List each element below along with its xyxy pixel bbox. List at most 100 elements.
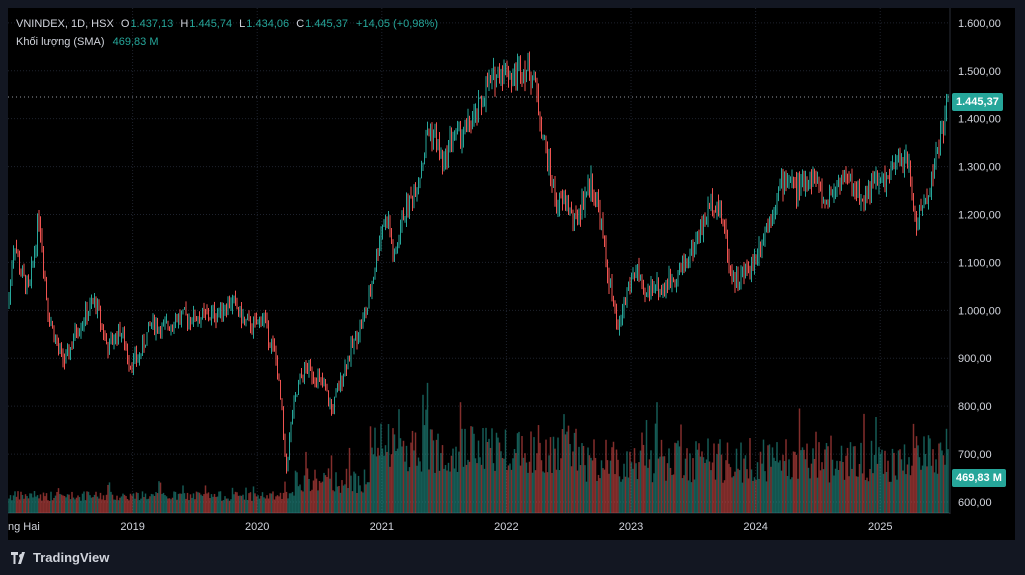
- volume-bar: [561, 429, 564, 513]
- volume-bar: [234, 491, 237, 513]
- volume-bar: [126, 498, 129, 513]
- volume-bar: [18, 499, 21, 513]
- volume-bar: [333, 491, 336, 513]
- volume-bar: [596, 480, 598, 513]
- volume-bar: [794, 451, 796, 513]
- volume-bar: [588, 455, 591, 513]
- volume-bar: [50, 491, 52, 513]
- volume-bar: [558, 470, 561, 513]
- volume-bar: [258, 498, 261, 513]
- volume-bar: [705, 459, 708, 513]
- volume-bar: [68, 494, 70, 513]
- volume-bar: [278, 496, 280, 513]
- volume-bar: [294, 470, 297, 513]
- volume-tag: 469,83 M: [952, 469, 1006, 487]
- volume-bar: [141, 491, 144, 513]
- volume-bar: [110, 491, 112, 513]
- volume-bar: [477, 440, 480, 513]
- close-key: C: [296, 18, 305, 30]
- volume-bar: [303, 475, 306, 513]
- volume-bar: [911, 465, 913, 513]
- volume-legend: Khối lượng (SMA) 469,83 M: [16, 36, 159, 48]
- volume-bar: [186, 492, 189, 513]
- x-axis: ng Hai 2019 2020 2021 2022 2023 2024 2025: [8, 521, 892, 533]
- volume-bar: [893, 452, 895, 513]
- volume-bar: [557, 437, 559, 513]
- volume-bar: [89, 495, 91, 513]
- volume-bar: [129, 493, 132, 513]
- candles: [8, 51, 949, 474]
- volume-bar: [522, 457, 525, 513]
- volume-bar: [509, 463, 511, 513]
- open-key: O: [120, 18, 130, 30]
- volume-bar: [849, 442, 852, 513]
- volume-bar: [584, 465, 586, 513]
- volume-bar: [15, 496, 18, 513]
- volume-bar: [749, 438, 751, 513]
- volume-bar: [36, 495, 39, 513]
- volume-bar: [273, 499, 276, 513]
- volume-bar: [674, 442, 676, 513]
- volume-bar: [828, 482, 831, 513]
- volume-bar: [434, 472, 436, 513]
- volume-bar: [642, 444, 645, 513]
- volume-bar: [597, 474, 600, 513]
- volume-bar: [470, 426, 472, 513]
- volume-bar: [464, 428, 466, 513]
- volume-bar: [918, 457, 921, 513]
- volume-bar: [645, 420, 648, 513]
- volume-bar: [447, 462, 450, 513]
- volume-bar: [200, 494, 202, 513]
- volume-bar: [237, 495, 240, 513]
- volume-bar: [690, 482, 693, 513]
- volume-bar: [87, 491, 90, 513]
- volume-bar: [602, 468, 604, 513]
- volume-bar: [483, 468, 486, 513]
- volume-bar: [233, 494, 235, 513]
- volume-bar: [518, 431, 520, 513]
- volume-bar: [297, 486, 300, 513]
- volume-bar: [221, 500, 223, 513]
- chart-canvas[interactable]: 1.600,00 1.500,00 1.400,00 1.300,00 1.200,00…: [8, 8, 1015, 540]
- volume-bar: [467, 459, 469, 513]
- volume-bar: [75, 497, 78, 513]
- volume-bar: [239, 495, 241, 513]
- volume-bar: [768, 444, 771, 513]
- volume-bar: [411, 430, 414, 513]
- volume-bar: [74, 499, 76, 513]
- volume-bar: [590, 457, 592, 513]
- volume-bar: [941, 450, 943, 513]
- volume-bar: [180, 493, 183, 513]
- volume-bar: [222, 500, 225, 513]
- volume-bar: [308, 479, 310, 513]
- volume-bar: [8, 498, 10, 513]
- volume-bar: [734, 471, 736, 513]
- volume-bar: [779, 460, 781, 513]
- volume-bar: [710, 470, 712, 513]
- volume-bar: [854, 446, 856, 513]
- volume-bar: [551, 472, 553, 513]
- volume-bar: [672, 474, 675, 513]
- volume-bar: [296, 472, 298, 513]
- tradingview-logo[interactable]: TradingView: [11, 550, 109, 565]
- volume-bar: [782, 454, 784, 513]
- volume-bar: [752, 480, 754, 513]
- volume-bar: [504, 429, 507, 513]
- volume-bar: [654, 423, 657, 513]
- volume-bar: [618, 476, 621, 513]
- price-tag: 1.445,37: [952, 93, 1003, 111]
- volume-bar: [506, 470, 508, 513]
- volume-bar: [515, 453, 517, 513]
- volume-bar: [744, 455, 747, 513]
- volume-bar: [69, 499, 72, 513]
- volume-bar: [71, 491, 73, 513]
- x-tick-label: 2022: [494, 521, 518, 533]
- volume-bar: [869, 468, 871, 513]
- volume-bar: [861, 473, 864, 513]
- volume-bar: [860, 442, 862, 513]
- volume-bar: [302, 491, 304, 513]
- volume-bar: [936, 473, 939, 513]
- volume-bar: [791, 477, 793, 513]
- volume-bar: [450, 455, 453, 513]
- volume-bar: [159, 482, 162, 513]
